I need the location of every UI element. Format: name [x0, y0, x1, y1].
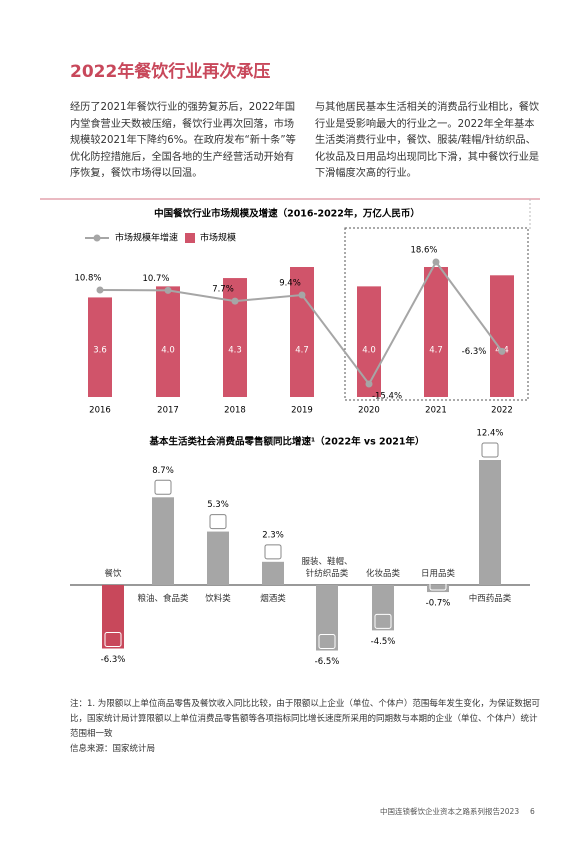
legend-label: 市场规模 [200, 232, 236, 244]
icon [318, 634, 336, 650]
category-label: 餐饮 [104, 569, 122, 579]
bar-label: 4.7 [295, 346, 309, 356]
footer-report: 中国连锁餐饮企业资本之路系列报告2023 [380, 806, 519, 816]
bar-label: 12.4% [476, 429, 503, 439]
bar-label: 4.0 [161, 346, 175, 356]
bar-label: -0.7% [426, 599, 451, 609]
line-marker [164, 286, 172, 294]
bar [424, 267, 448, 397]
bar-label: 5.3% [207, 500, 229, 510]
icon [481, 442, 499, 458]
page-number: 6 [530, 807, 535, 816]
bar-label: 4.7 [429, 346, 443, 356]
paragraph: 与其他居民基本生活相关的消费品行业相比，餐饮行业是受影响最大的行业之一。2022… [315, 102, 540, 179]
icon [429, 575, 447, 591]
bar-label: 4.0 [362, 346, 376, 356]
bar [290, 267, 314, 397]
x-tick-label: 2019 [291, 406, 313, 416]
source: 信息来源：国家统计局 [70, 744, 156, 754]
line-label: -15.4% [372, 392, 402, 402]
footnote: 注：1. 为限额以上单位商品零售及餐饮收入同比比较，由于限额以上企业（单位、个体… [70, 699, 540, 739]
line-marker [432, 258, 440, 266]
bar-label: 2.3% [262, 530, 284, 540]
category-label: 饮料类 [205, 594, 231, 604]
x-tick-label: 2018 [224, 406, 246, 416]
category-label: 粮油、食品类 [137, 594, 189, 604]
line-marker [231, 297, 239, 305]
bar [152, 497, 174, 585]
highlight-box [344, 227, 529, 401]
bar [479, 460, 501, 585]
paragraph: 经历了2021年餐饮行业的强势复苏后，2022年国内堂食营业天数被压缩，餐饮行业… [70, 102, 296, 179]
bar-label: -6.5% [315, 657, 340, 667]
x-tick-label: 2020 [358, 406, 380, 416]
line-label: 9.4% [279, 279, 301, 289]
legend-label: 市场规模年增速 [115, 232, 178, 244]
icon [264, 544, 282, 560]
x-tick-label: 2021 [425, 406, 447, 416]
page-title: 2022年餐饮行业再次承压 [70, 61, 270, 82]
x-tick-label: 2017 [157, 406, 179, 416]
category-label: 化妆品类 [365, 569, 400, 579]
line-marker [298, 291, 306, 299]
bar [88, 297, 112, 397]
bar-label: 4.3 [228, 346, 242, 356]
bar-label: -4.5% [371, 637, 396, 647]
x-tick-label: 2022 [491, 406, 513, 416]
bar [357, 286, 381, 397]
bar [207, 531, 229, 585]
line-marker [96, 286, 104, 294]
legend-marker [93, 234, 101, 242]
icon [104, 632, 122, 648]
line-label: 10.8% [74, 273, 101, 283]
bar [490, 275, 514, 397]
category-label: 日用品类 [420, 569, 455, 579]
bar [427, 585, 449, 593]
line-label: 18.6% [410, 246, 437, 256]
bar-label: 3.6 [93, 346, 107, 356]
bar-label: -6.3% [101, 655, 126, 665]
category-label: 服装、鞋帽、针纺织品类 [301, 557, 353, 579]
chart-title: 中国餐饮行业市场规模及增速（2016-2022年，万亿人民币） [154, 208, 420, 220]
line-label: 7.7% [212, 285, 234, 295]
icon [374, 613, 392, 629]
bar-label: 8.7% [152, 466, 174, 476]
line-marker [365, 380, 373, 388]
line-label: -6.3% [462, 347, 487, 357]
line-marker [498, 347, 506, 355]
bar [372, 585, 394, 631]
category-label: 烟酒类 [260, 594, 286, 604]
line-label: 10.7% [142, 274, 169, 284]
icon [209, 514, 227, 530]
category-label: 中西药品类 [468, 594, 512, 604]
bar [223, 278, 247, 397]
chart-title: 基本生活类社会消费品零售额同比增速¹（2022年 vs 2021年） [148, 436, 424, 448]
icon [154, 479, 172, 495]
x-tick-label: 2016 [89, 406, 111, 416]
bar [156, 286, 180, 397]
legend-swatch [185, 233, 195, 243]
bar [262, 561, 284, 585]
notes: 注：1. 为限额以上单位商品零售及餐饮收入同比比较，由于限额以上企业（单位、个体… [70, 697, 540, 757]
